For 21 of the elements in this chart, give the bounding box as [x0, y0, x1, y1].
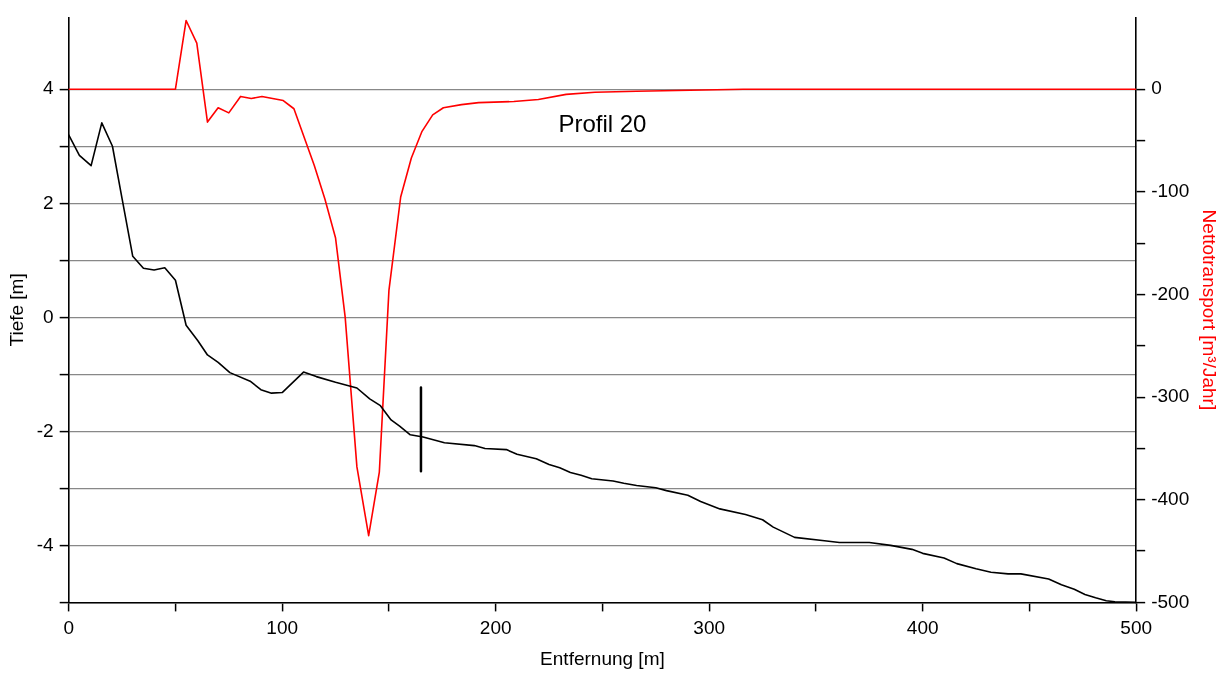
y-tick-label: 4	[43, 77, 55, 99]
y-tick-label: 2	[43, 191, 54, 213]
x-tick-label: 500	[1120, 617, 1153, 639]
y2-tick-label: -100	[1151, 180, 1190, 202]
y2-tick-label: -400	[1151, 488, 1190, 509]
y2-axis-title: Nettotransport [m³/Jahr]	[1199, 209, 1221, 411]
y2-tick-label: 0	[1151, 77, 1162, 99]
y2-tick-label: -300	[1151, 385, 1190, 407]
y-tick-label: 0	[43, 305, 54, 327]
annotation: Profil 20	[558, 109, 647, 137]
y2-tick-label: -200	[1151, 282, 1190, 304]
y-tick-label: -4	[36, 533, 55, 555]
x-tick-label: 0	[63, 617, 74, 639]
x-tick-label: 400	[906, 617, 939, 639]
x-tick-label: 200	[479, 617, 512, 639]
x-axis-title: Entfernung [m]	[540, 647, 665, 669]
x-tick-label: 100	[266, 617, 299, 639]
y2-tick-label: -500	[1151, 590, 1190, 612]
y-axis-title: Tiefe [m]	[5, 273, 27, 347]
x-tick-label: 300	[693, 617, 726, 639]
y-tick-label: -2	[36, 419, 54, 441]
